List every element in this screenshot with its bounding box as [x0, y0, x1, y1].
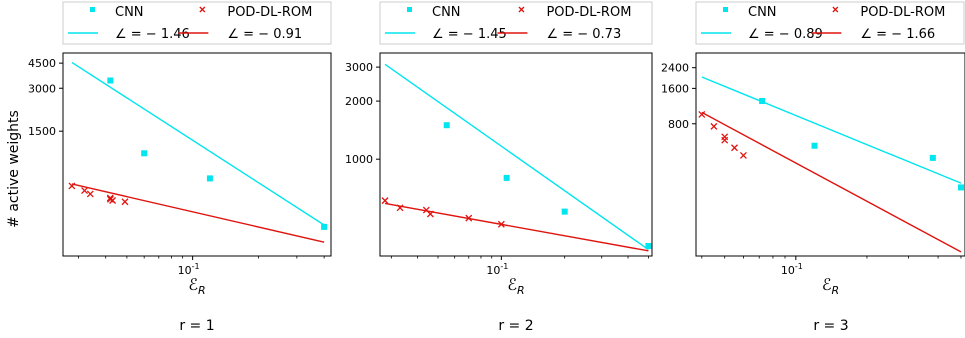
pod-point: [731, 144, 738, 152]
x-tick-label: 10-1: [781, 262, 803, 277]
cnn-point: [321, 223, 328, 230]
legend-box: [379, 1, 653, 45]
x-axis-label: ℰR: [507, 275, 524, 297]
pod-fit-line: [384, 202, 649, 252]
cnn-point: [443, 122, 450, 129]
cnn-point: [141, 150, 148, 157]
y-tick-label: 2400: [661, 62, 689, 75]
pod-point: [396, 204, 404, 212]
cnn-point: [957, 184, 964, 191]
y-tick-label: 2000: [345, 95, 373, 108]
legend-box: [62, 1, 332, 45]
cnn-fit-line: [384, 63, 649, 251]
subplot-1: CNN POD-DL-ROM ∠ = − 1.46 ∠ = − 0.91 1500 300…: [28, 1, 332, 334]
pod-point: [465, 214, 473, 222]
pod-point: [381, 197, 389, 205]
pod-point: [698, 111, 706, 118]
cnn-point: [107, 77, 114, 84]
cnn-point: [759, 97, 766, 104]
legend-pod-label: POD-DL-ROM: [546, 5, 631, 20]
subplot-title: r = 1: [179, 318, 214, 334]
pod-point: [739, 152, 747, 159]
pod-point: [68, 182, 76, 190]
legend-pod-marker: [832, 6, 839, 13]
legend: CNN POD-DL-ROM ∠ = − 1.46 ∠ = − 0.91: [62, 1, 332, 45]
cnn-point: [503, 174, 510, 181]
x-axis-label: ℰR: [822, 275, 839, 297]
subplot-2: CNN POD-DL-ROM ∠ = − 1.45 ∠ = − 0.73 1000 200…: [345, 1, 653, 334]
subplot-title: r = 2: [498, 318, 533, 334]
cnn-point: [811, 142, 818, 149]
legend-cnn-fit-label: ∠ = − 1.46: [115, 27, 190, 42]
cnn-fit-line: [701, 76, 962, 184]
pod-point: [81, 187, 88, 195]
y-tick-label: 3000: [345, 61, 373, 74]
legend-cnn-label: CNN: [432, 5, 461, 20]
legend-cnn-label: CNN: [748, 5, 777, 20]
subplot-title: r = 3: [813, 318, 848, 334]
legend-cnn-label: CNN: [115, 5, 144, 20]
plot-area: [62, 52, 332, 257]
legend-pod-fit-label: ∠ = − 0.91: [227, 27, 302, 42]
cnn-fit-line: [71, 61, 325, 226]
pod-point: [86, 190, 94, 198]
y-axis-label: # active weights: [6, 110, 22, 228]
pod-point: [721, 136, 729, 144]
legend-cnn-fit-label: ∠ = − 1.45: [432, 27, 507, 42]
legend-cnn-marker: [723, 7, 728, 12]
pod-point: [109, 197, 117, 204]
pod-point: [121, 198, 129, 206]
y-tick-label: 3000: [28, 82, 56, 95]
pod-fit-line: [701, 111, 962, 253]
pod-point: [426, 210, 434, 218]
cnn-point: [561, 208, 568, 215]
legend-pod-label: POD-DL-ROM: [860, 5, 945, 20]
x-axis-label: ℰR: [188, 275, 205, 297]
cnn-point: [645, 242, 652, 249]
cnn-point: [206, 175, 213, 182]
legend-pod-fit-label: ∠ = − 0.73: [546, 27, 621, 42]
plot-area: [695, 52, 965, 257]
pod-fit-line: [71, 183, 325, 243]
legend-pod-label: POD-DL-ROM: [227, 5, 312, 20]
y-tick-label: 1000: [345, 153, 373, 166]
y-tick-label: 800: [668, 118, 689, 131]
subplot-3: CNN POD-DL-ROM ∠ = − 0.89 ∠ = − 1.66 800 1600…: [661, 1, 965, 334]
legend-pod-fit-label: ∠ = − 1.66: [860, 27, 935, 42]
legend-cnn-marker: [90, 7, 95, 12]
y-tick-label: 4500: [28, 57, 56, 70]
legend-cnn-marker: [407, 7, 412, 12]
x-tick-label: 10-1: [486, 262, 508, 277]
plot-area: [379, 52, 653, 257]
pod-point: [497, 220, 505, 228]
legend-pod-marker: [199, 6, 206, 13]
y-tick-label: 1500: [28, 125, 56, 138]
cnn-point: [929, 154, 936, 161]
legend-box: [695, 1, 965, 45]
legend-cnn-fit-label: ∠ = − 0.89: [748, 27, 823, 42]
legend: CNN POD-DL-ROM ∠ = − 1.45 ∠ = − 0.73: [379, 1, 653, 45]
pod-point: [710, 122, 718, 130]
y-tick-label: 1600: [661, 82, 689, 95]
legend: CNN POD-DL-ROM ∠ = − 0.89 ∠ = − 1.66: [695, 1, 965, 45]
legend-pod-marker: [518, 6, 525, 13]
